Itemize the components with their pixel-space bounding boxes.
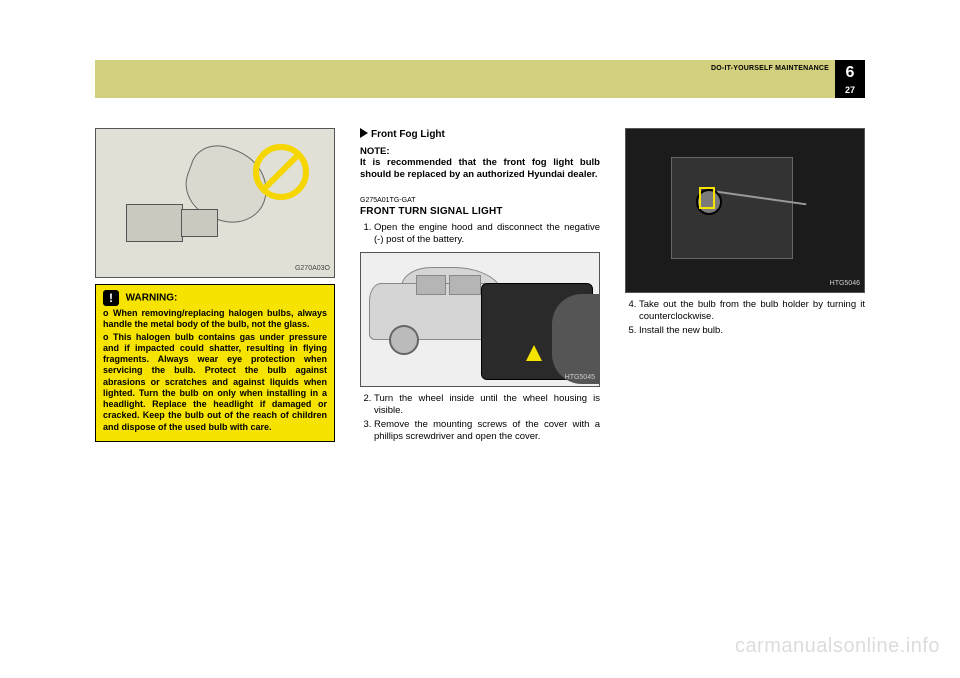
up-arrow-icon (526, 345, 542, 361)
turn-signal-heading: FRONT TURN SIGNAL LIGHT (360, 206, 600, 219)
chapter-box: 6 27 (835, 60, 865, 98)
figure-bulb-holder: HTG5046 (625, 128, 865, 293)
figure-label: G270A03O (295, 265, 330, 274)
highlight-mark (699, 187, 715, 209)
warning-box: ! WARNING: oWhen removing/replacing halo… (95, 284, 335, 442)
bulb-body-illustration (126, 204, 183, 242)
warning-text: This halogen bulb contains gas under pre… (103, 332, 327, 432)
note-title: NOTE: (360, 146, 600, 158)
column-2: Front Fog Light NOTE: It is recommended … (360, 128, 600, 445)
car-wheel (389, 325, 419, 355)
note-text: It is recommended that the front fog lig… (360, 157, 600, 181)
section-title: DO-IT-YOURSELF MAINTENANCE (711, 65, 829, 72)
warning-item: oWhen removing/replacing halogen bulbs, … (103, 308, 327, 331)
prohibit-icon (253, 144, 309, 200)
section-code: G275A01TG-GAT (360, 197, 600, 206)
figure-label: HTG5046 (830, 280, 860, 289)
warning-title: WARNING: (126, 293, 178, 304)
figure-label: HTG5045 (565, 374, 595, 383)
step-4: Take out the bulb from the bulb holder b… (639, 299, 865, 323)
step-3: Remove the mounting screws of the cover … (374, 419, 600, 443)
chapter-number: 6 (835, 62, 865, 84)
inset-tire (552, 294, 600, 384)
header-bar: DO-IT-YOURSELF MAINTENANCE 6 27 (95, 60, 865, 98)
triangle-icon (360, 128, 368, 138)
front-fog-heading: Front Fog Light (360, 128, 600, 142)
warning-item: oThis halogen bulb contains gas under pr… (103, 332, 327, 433)
step-2: Turn the wheel inside until the wheel ho… (374, 393, 600, 417)
figure-halogen-bulb: G270A03O (95, 128, 335, 278)
subheading-text: Front Fog Light (371, 129, 445, 140)
page-number: 27 (835, 84, 865, 96)
step-1: Open the engine hood and disconnect the … (374, 222, 600, 246)
figure-wheel-housing: HTG5045 (360, 252, 600, 387)
car-window (449, 275, 481, 295)
warning-text: When removing/replacing halogen bulbs, a… (103, 308, 327, 329)
column-3: HTG5046 Take out the bulb from the bulb … (625, 128, 865, 339)
car-window (416, 275, 446, 295)
bulb-stem-illustration (181, 209, 218, 237)
warning-icon: ! (103, 290, 119, 306)
inset-panel (481, 283, 593, 380)
column-1: G270A03O ! WARNING: oWhen removing/repla… (95, 128, 335, 442)
watermark: carmanualsonline.info (735, 635, 940, 658)
step-5: Install the new bulb. (639, 325, 865, 337)
